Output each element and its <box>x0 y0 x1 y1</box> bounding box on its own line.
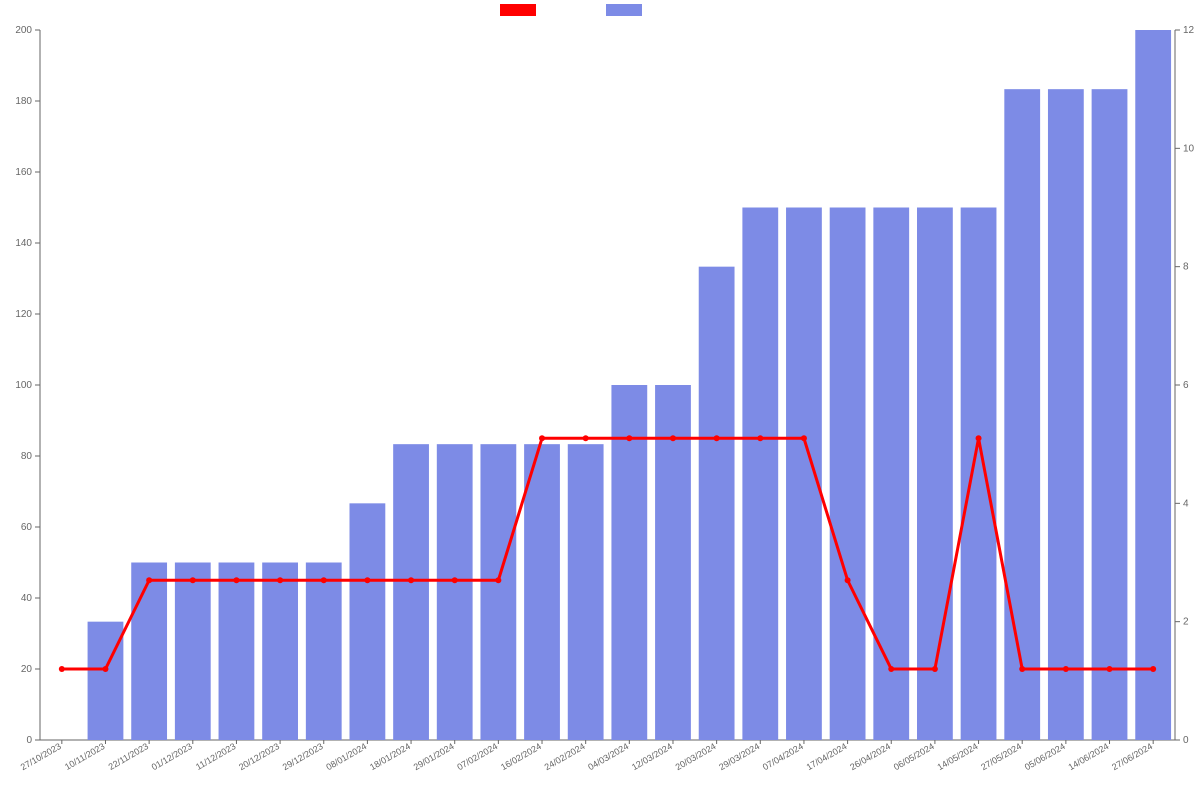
bar <box>131 563 167 741</box>
line-marker <box>408 577 414 583</box>
right-axis-label: 8 <box>1183 262 1189 273</box>
line-marker <box>583 435 589 441</box>
line-marker <box>932 666 938 672</box>
left-axis-label: 20 <box>21 664 33 675</box>
line-marker <box>976 435 982 441</box>
line-marker <box>102 666 108 672</box>
left-axis-label: 60 <box>21 522 33 533</box>
bar <box>262 563 298 741</box>
bar <box>786 208 822 741</box>
bar <box>175 563 211 741</box>
left-axis-label: 0 <box>26 735 32 746</box>
line-marker <box>233 577 239 583</box>
left-axis-label: 120 <box>15 309 32 320</box>
bar <box>306 563 342 741</box>
line-marker <box>364 577 370 583</box>
right-axis-label: 12 <box>1183 25 1195 36</box>
bar <box>480 444 516 740</box>
bar <box>961 208 997 741</box>
bar <box>1092 89 1128 740</box>
right-axis-label: 10 <box>1183 143 1195 154</box>
chart-container: 02040608010012014016018020002468101227/1… <box>0 0 1200 800</box>
line-marker <box>1019 666 1025 672</box>
line-marker <box>59 666 65 672</box>
left-axis-label: 140 <box>15 238 32 249</box>
bar <box>873 208 909 741</box>
line-marker <box>495 577 501 583</box>
line-marker <box>1063 666 1069 672</box>
left-axis-label: 180 <box>15 96 32 107</box>
line-marker <box>1150 666 1156 672</box>
line-marker <box>190 577 196 583</box>
bar <box>830 208 866 741</box>
line-marker <box>146 577 152 583</box>
bar <box>1004 89 1040 740</box>
line-marker <box>626 435 632 441</box>
line-marker <box>757 435 763 441</box>
line-marker <box>539 435 545 441</box>
line-marker <box>277 577 283 583</box>
line-marker <box>1107 666 1113 672</box>
bar <box>1048 89 1084 740</box>
bar <box>524 444 560 740</box>
bar <box>437 444 473 740</box>
combo-chart: 02040608010012014016018020002468101227/1… <box>0 0 1200 800</box>
line-marker <box>714 435 720 441</box>
bar <box>393 444 429 740</box>
bar <box>1135 30 1171 740</box>
bar <box>88 622 124 740</box>
left-axis-label: 160 <box>15 167 32 178</box>
line-marker <box>888 666 894 672</box>
left-axis-label: 80 <box>21 451 33 462</box>
legend-swatch <box>606 4 642 16</box>
legend-swatch <box>500 4 536 16</box>
left-axis-label: 40 <box>21 593 33 604</box>
right-axis-label: 0 <box>1183 735 1189 746</box>
left-axis-label: 200 <box>15 25 32 36</box>
line-marker <box>845 577 851 583</box>
right-axis-label: 6 <box>1183 380 1189 391</box>
right-axis-label: 4 <box>1183 498 1189 509</box>
bar <box>742 208 778 741</box>
line-marker <box>670 435 676 441</box>
bar <box>917 208 953 741</box>
bar <box>699 267 735 740</box>
line-marker <box>452 577 458 583</box>
left-axis-label: 100 <box>15 380 32 391</box>
right-axis-label: 2 <box>1183 617 1189 628</box>
bar <box>568 444 604 740</box>
bar <box>219 563 255 741</box>
line-marker <box>801 435 807 441</box>
bar <box>350 503 386 740</box>
line-marker <box>321 577 327 583</box>
